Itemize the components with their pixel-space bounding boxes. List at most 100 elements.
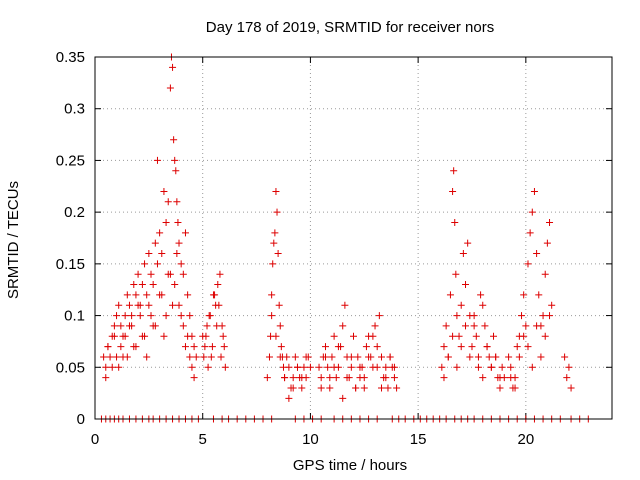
y-tick-label: 0: [77, 411, 85, 428]
data-point: [160, 187, 168, 195]
grid-lines: [95, 57, 612, 419]
data-point: [302, 353, 310, 361]
x-tick-label: 10: [302, 431, 319, 448]
data-point: [136, 312, 144, 320]
data-point: [513, 343, 521, 351]
data-point: [496, 374, 504, 382]
x-tick-label: 5: [199, 431, 207, 448]
data-point: [356, 363, 364, 371]
data-point: [102, 363, 110, 371]
ticks: 0 0.05 0.1 0.15 0.2 0.25 0.3 0.35 0 5 10 15 20: [56, 49, 612, 448]
data-point: [145, 301, 153, 309]
data-point: [158, 250, 166, 258]
data-point: [206, 312, 214, 320]
data-point: [169, 301, 177, 309]
y-axis-label: SRMTID / TECUs: [5, 181, 22, 299]
data-point: [277, 343, 285, 351]
data-point: [184, 332, 192, 340]
data-point: [452, 270, 460, 278]
data-point: [373, 363, 381, 371]
data-point: [317, 374, 325, 382]
data-point: [289, 384, 297, 392]
data-point: [352, 384, 360, 392]
data-point: [561, 353, 569, 361]
data-point: [339, 394, 347, 402]
data-point: [190, 343, 198, 351]
data-point: [567, 384, 575, 392]
data-point: [271, 229, 279, 237]
data-point: [522, 322, 530, 330]
data-point: [317, 384, 325, 392]
data-point: [179, 270, 187, 278]
data-point: [470, 312, 478, 320]
data-point: [543, 239, 551, 247]
data-point: [173, 250, 181, 258]
x-tick-label: 15: [410, 431, 427, 448]
data-point: [360, 374, 368, 382]
data-point: [347, 363, 355, 371]
data-point: [524, 343, 532, 351]
data-point: [520, 332, 528, 340]
data-point: [156, 229, 164, 237]
data-point: [104, 343, 112, 351]
data-point: [216, 270, 224, 278]
data-point: [339, 322, 347, 330]
data-point: [177, 260, 185, 268]
data-point: [330, 332, 338, 340]
data-point: [449, 187, 457, 195]
data-point: [481, 322, 489, 330]
data-point: [541, 270, 549, 278]
data-point: [174, 218, 182, 226]
data-point: [535, 291, 543, 299]
data-point: [143, 291, 151, 299]
y-tick-label: 0.3: [64, 101, 85, 118]
data-point: [141, 260, 149, 268]
data-point: [162, 312, 170, 320]
data-point: [328, 353, 336, 361]
data-point: [276, 353, 284, 361]
data-point: [110, 332, 118, 340]
data-point: [498, 363, 506, 371]
data-point: [186, 353, 194, 361]
data-point: [442, 322, 450, 330]
data-point: [130, 281, 138, 289]
data-point: [490, 332, 498, 340]
data-point: [390, 363, 398, 371]
data-point: [164, 198, 172, 206]
data-point: [291, 353, 299, 361]
data-point: [466, 353, 474, 361]
data-point: [263, 374, 271, 382]
data-point: [273, 208, 281, 216]
data-point: [330, 363, 338, 371]
data-point: [365, 353, 373, 361]
data-point: [186, 312, 194, 320]
plot-frame: [94, 56, 613, 420]
data-point: [203, 322, 211, 330]
data-point: [462, 322, 470, 330]
y-tick-label: 0.15: [56, 256, 85, 273]
data-point: [479, 301, 487, 309]
data-point: [268, 291, 276, 299]
data-point: [219, 332, 227, 340]
data-point: [449, 332, 457, 340]
data-point: [128, 312, 136, 320]
y-tick-label: 0.25: [56, 152, 85, 169]
data-point: [134, 270, 142, 278]
data-point: [300, 363, 308, 371]
data-point: [533, 250, 541, 258]
data-point: [175, 301, 183, 309]
data-point: [507, 363, 515, 371]
data-point: [123, 291, 131, 299]
data-point: [360, 384, 368, 392]
data-point: [177, 312, 185, 320]
data-point: [446, 291, 454, 299]
data-points: [97, 53, 592, 423]
data-point: [474, 353, 482, 361]
data-point: [130, 343, 138, 351]
data-point: [539, 312, 547, 320]
data-point: [265, 353, 273, 361]
data-point: [184, 291, 192, 299]
data-point: [172, 167, 180, 175]
data-point: [453, 363, 461, 371]
